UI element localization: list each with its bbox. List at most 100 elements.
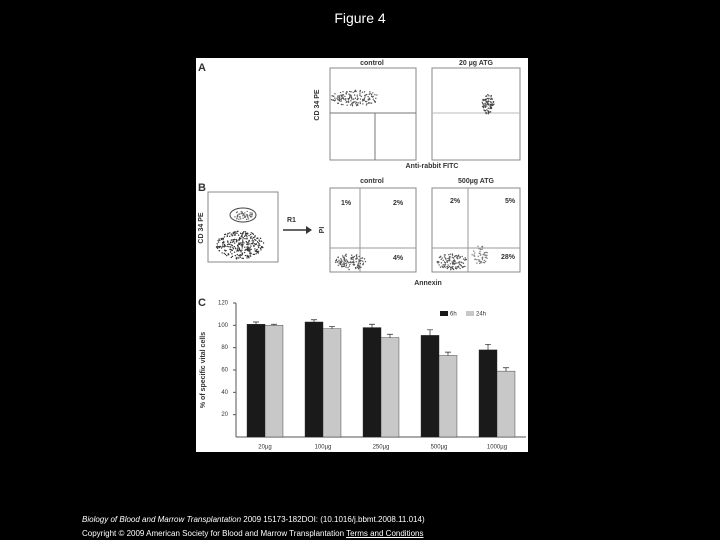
dot <box>478 259 481 261</box>
y-axis-label: CD 34 PE <box>314 89 321 120</box>
dot <box>246 210 248 213</box>
dot <box>244 234 247 236</box>
dot <box>359 94 361 96</box>
dot <box>234 247 237 249</box>
dot <box>481 248 483 250</box>
dot <box>231 239 233 241</box>
x-axis-label: Anti-rabbit FITC <box>406 163 459 170</box>
terms-link[interactable]: Terms and Conditions <box>346 529 424 538</box>
dot <box>454 260 456 262</box>
dot <box>346 104 348 106</box>
dot <box>341 263 343 265</box>
dot <box>252 241 254 244</box>
dot <box>437 262 439 264</box>
dot <box>242 217 244 219</box>
dot <box>238 238 241 240</box>
dot <box>491 103 493 105</box>
dot <box>447 264 449 266</box>
dot <box>252 240 255 242</box>
dot <box>230 244 232 246</box>
dot <box>340 103 343 106</box>
dot <box>340 94 342 96</box>
dot <box>232 246 234 249</box>
dot <box>485 251 487 254</box>
dot <box>369 92 371 95</box>
plot-title: 500µg ATG <box>458 178 494 185</box>
dot <box>347 101 349 103</box>
bar <box>264 325 284 438</box>
dot <box>492 101 495 103</box>
dot <box>242 213 245 215</box>
panel-label: B <box>198 182 206 194</box>
dot <box>236 239 238 242</box>
plot-frame <box>329 67 417 161</box>
dot <box>449 266 452 268</box>
dot <box>238 213 241 215</box>
dot <box>448 257 451 260</box>
error-bar <box>253 321 260 325</box>
dot <box>490 96 492 98</box>
dot <box>351 101 354 104</box>
dot <box>341 255 344 257</box>
dot <box>350 91 352 93</box>
dot <box>439 266 442 268</box>
dot <box>334 99 337 101</box>
dot <box>357 97 359 100</box>
dot <box>238 242 241 244</box>
dot <box>335 261 337 264</box>
dot <box>223 236 226 238</box>
dot <box>457 265 460 268</box>
y-tick-label: 100 <box>218 323 229 329</box>
dot <box>249 215 252 218</box>
dot <box>222 244 224 246</box>
dot <box>336 97 338 100</box>
dot <box>484 260 487 263</box>
plot-title: control <box>360 60 384 67</box>
dot <box>359 92 361 94</box>
copyright-line: Copyright © 2009 American Society for Bl… <box>82 527 425 540</box>
dot <box>352 98 354 100</box>
dot <box>218 238 220 240</box>
dot <box>375 97 377 100</box>
dot <box>358 260 360 262</box>
quadrant-label: 28% <box>501 254 516 261</box>
dot <box>230 249 233 251</box>
dot <box>485 112 488 115</box>
dot <box>367 98 370 101</box>
dot <box>351 105 354 107</box>
x-axis-label: Annexin <box>414 280 442 287</box>
dot <box>487 102 489 104</box>
dot <box>344 260 347 262</box>
dot <box>350 98 353 100</box>
dot <box>354 97 357 99</box>
dot <box>488 97 490 100</box>
dot <box>448 265 451 268</box>
dot <box>232 238 235 241</box>
error-bar <box>328 326 335 329</box>
dot <box>345 264 348 267</box>
dot <box>340 259 343 261</box>
dot <box>365 94 367 96</box>
dot <box>230 256 233 259</box>
dot <box>456 262 458 264</box>
dot <box>355 254 357 257</box>
dot <box>484 109 487 112</box>
dot <box>223 241 225 244</box>
dot <box>485 99 487 102</box>
dot <box>249 247 251 249</box>
dot <box>231 235 233 237</box>
dot <box>331 95 333 97</box>
dot <box>247 218 250 220</box>
dot <box>233 238 236 241</box>
dot <box>447 260 449 262</box>
dot <box>251 238 254 240</box>
dot <box>346 90 348 93</box>
dot <box>355 261 357 263</box>
dot <box>255 239 257 242</box>
dot <box>250 232 252 234</box>
dot <box>454 267 457 270</box>
dot <box>347 98 350 100</box>
dot <box>255 243 258 245</box>
dot <box>484 98 487 101</box>
dot <box>249 236 252 238</box>
